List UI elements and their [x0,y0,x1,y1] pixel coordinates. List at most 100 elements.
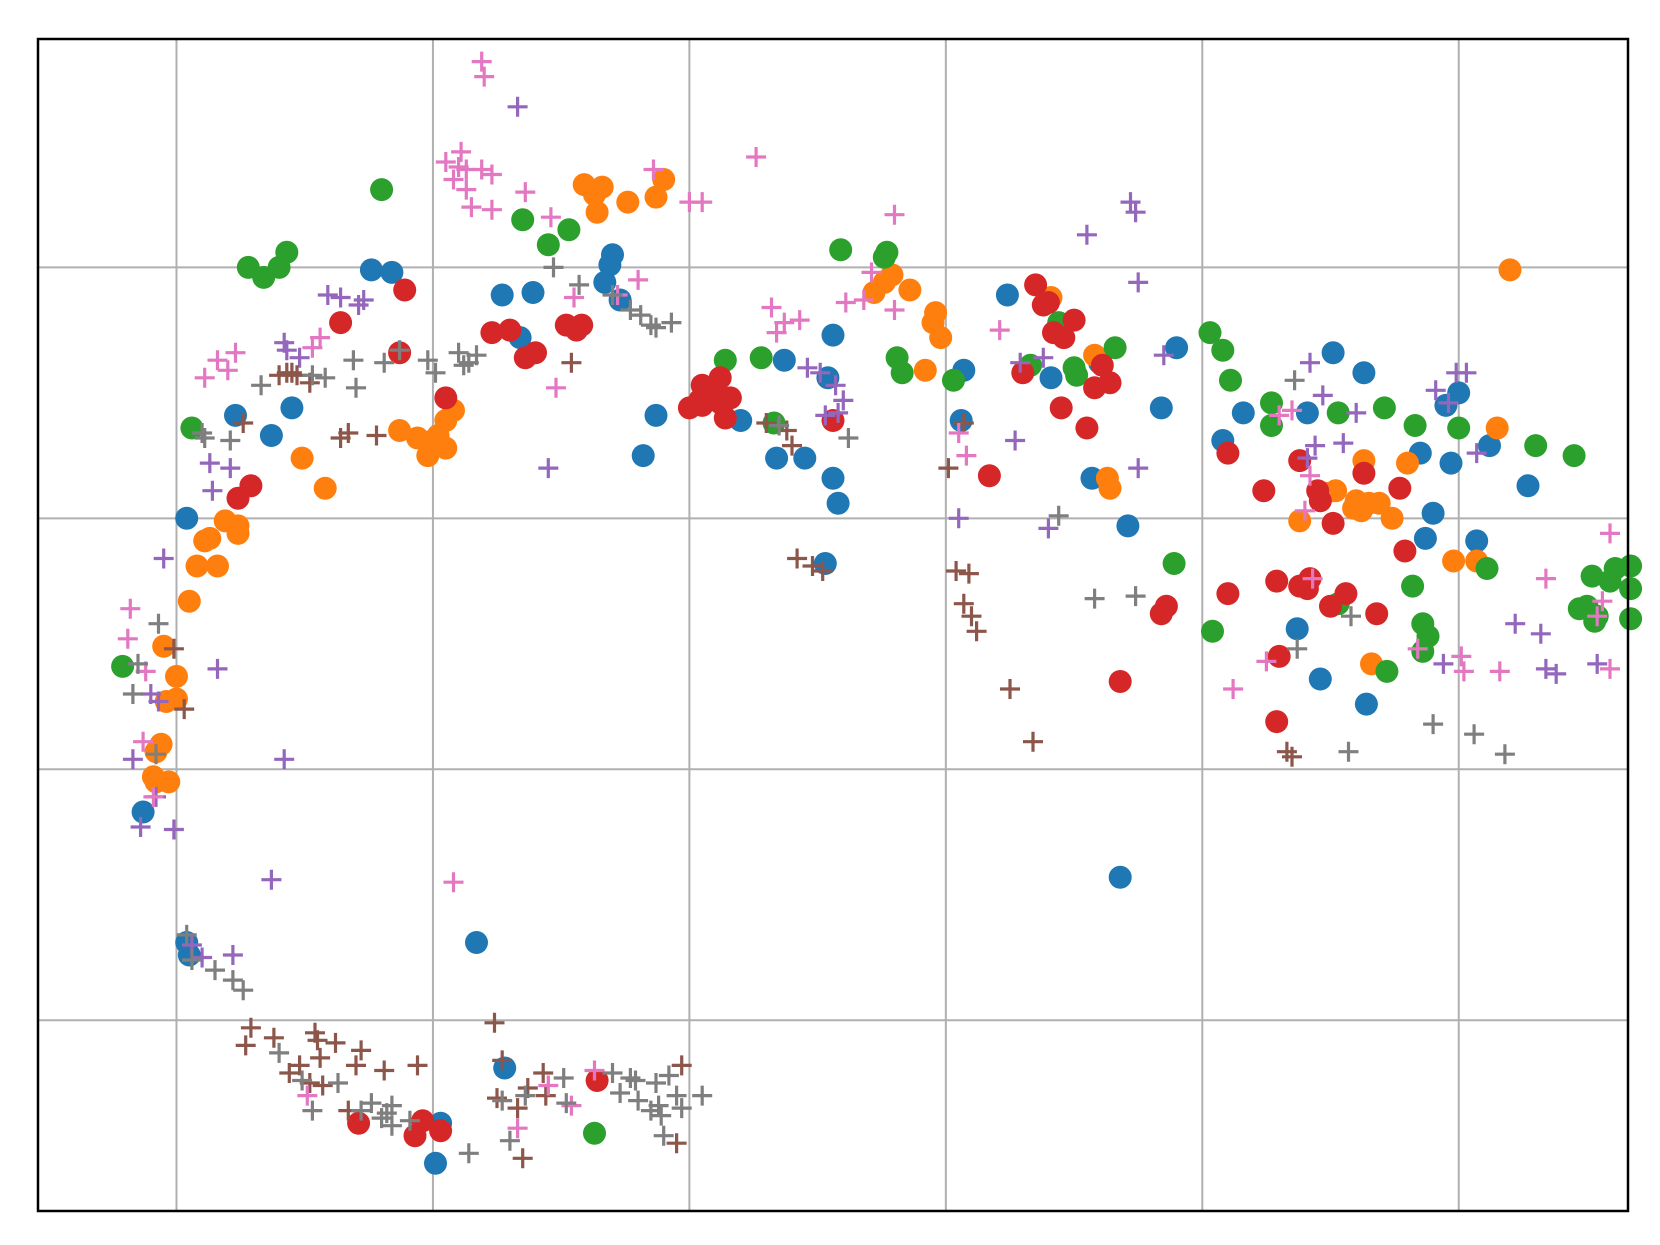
data-point [1505,613,1526,634]
data-point [1535,568,1556,589]
data-point [1276,741,1297,762]
data-point [1090,353,1114,377]
data-point [153,548,174,569]
data-point [381,1115,402,1136]
data-point [644,403,668,427]
data-point [1295,401,1319,425]
data-point [1211,338,1235,362]
data-point [825,375,846,396]
data-point [443,169,464,190]
data-point [1128,272,1149,293]
data-point [1024,273,1048,297]
data-point [280,396,304,420]
data-point [359,258,383,282]
data-point [524,341,547,365]
series-8 [122,257,1515,1164]
data-point [251,375,272,396]
data-point [769,415,790,436]
data-point [1407,638,1428,659]
data-point [263,1027,284,1048]
data-point [1401,574,1425,598]
data-point [766,322,787,343]
data-point [1365,602,1389,626]
data-point [557,218,581,242]
data-point [353,290,374,310]
data-point [1288,509,1312,533]
data-point [235,1035,256,1056]
data-point [590,175,614,199]
data-point [199,453,220,474]
data-point [194,428,215,448]
data-point [821,466,845,490]
data-point [181,950,202,970]
data-point [1465,529,1489,553]
data-point [366,425,387,446]
data-point [120,598,141,619]
data-point [535,1085,556,1106]
data-point [456,179,477,200]
data-point [1095,466,1119,490]
data-point [1516,474,1540,498]
data-point [810,362,831,383]
data-point [259,424,283,447]
data-point [176,924,197,945]
plot-frame [36,37,1630,1213]
series-1 [131,243,1540,1175]
data-point [772,348,796,372]
data-point [1305,435,1326,456]
data-point [480,321,504,345]
data-point [252,265,276,289]
data-point [1546,663,1567,684]
data-point [1149,602,1173,626]
data-point [492,1090,513,1111]
data-point [1478,434,1501,458]
data-point [448,342,469,363]
data-point [1120,192,1141,213]
data-point [305,1022,325,1043]
data-point [1252,479,1276,503]
data-point [205,960,225,981]
data-point [461,197,482,218]
data-point [361,1093,382,1114]
data-point [481,199,502,220]
data-point [1297,448,1318,469]
data-point [406,426,429,450]
data-point [177,943,201,967]
data-point [1413,526,1437,550]
data-point [217,360,238,381]
data-point [1319,594,1342,618]
data-point [543,257,564,278]
data-point [1333,433,1354,454]
data-point [821,323,845,347]
data-point [1524,434,1548,458]
data-point [1592,591,1613,612]
data-point [1108,865,1132,889]
data-point [787,548,808,569]
data-point [631,444,655,468]
data-point [1372,396,1396,420]
data-point [828,402,849,423]
data-point [1036,291,1060,314]
data-point [471,51,492,72]
data-point [177,589,201,613]
data-point [815,405,836,426]
data-point [948,423,969,443]
data-point [511,208,535,232]
data-point [1065,363,1089,387]
data-point [347,1111,371,1135]
data-point [1598,569,1622,593]
data-point [1375,659,1399,683]
data-point [966,621,987,642]
data-point [838,428,859,448]
data-point [466,345,487,366]
data-point [315,367,336,388]
data-point [434,436,458,460]
data-point [290,446,314,470]
data-point [484,1012,505,1033]
data-point [1005,430,1026,451]
data-point [192,947,213,968]
data-point [429,1119,453,1143]
data-point [713,348,737,372]
data-point [949,409,973,432]
data-point [546,377,566,398]
